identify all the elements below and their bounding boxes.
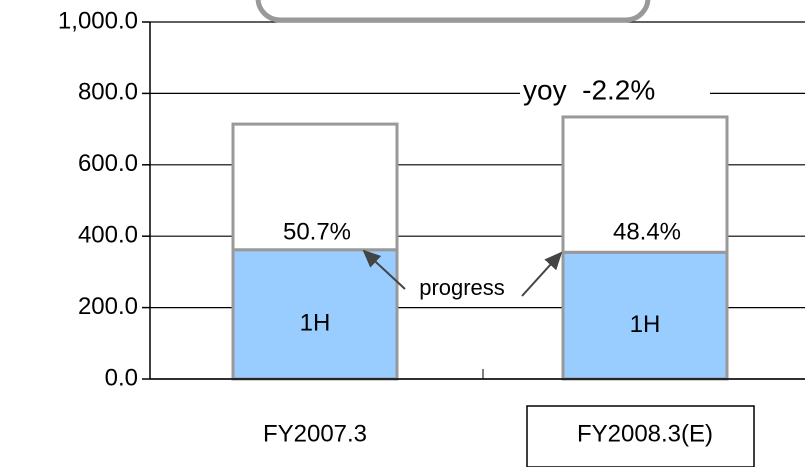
y-tick-label: 400.0	[78, 222, 138, 249]
progress-label: progress	[419, 275, 505, 300]
y-tick-label: 200.0	[78, 293, 138, 320]
y-tick-label: 800.0	[78, 79, 138, 106]
arrow	[362, 249, 406, 290]
segment-label: 1H	[300, 310, 331, 337]
annotation-bg	[272, 218, 362, 248]
bars: 1H 1H	[231, 115, 729, 381]
progress-pct: 50.7%	[283, 218, 351, 245]
y-tick-label: 1,000.0	[58, 7, 138, 34]
progress-pct: 48.4%	[613, 218, 681, 245]
segment-label: 1H	[630, 311, 661, 338]
annotation-bg	[602, 218, 692, 248]
title-shape	[255, 0, 651, 23]
arrow	[521, 251, 563, 297]
annotation-bg	[520, 74, 710, 112]
y-tick-label: 600.0	[78, 150, 138, 177]
bar-segment	[231, 122, 399, 252]
x-tick-label: FY2007.3	[263, 420, 367, 447]
x-tick-label: FY2008.3(E)	[577, 420, 713, 447]
y-tick-label: 0.0	[105, 364, 138, 391]
yoy-annotation: yoy -2.2%	[523, 74, 655, 105]
estimate-box	[526, 405, 755, 467]
